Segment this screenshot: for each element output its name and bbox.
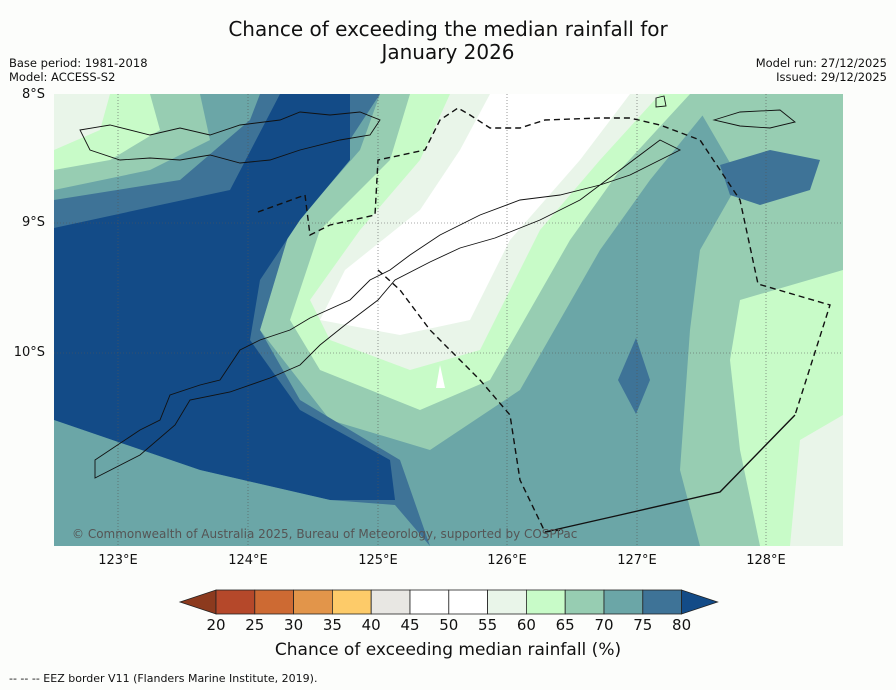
colorbar-tick-30: 30 bbox=[284, 616, 304, 634]
lat-label-9: 9°S bbox=[21, 215, 45, 230]
base-period: Base period: 1981-2018 bbox=[9, 56, 148, 70]
colorbar-tick-40: 40 bbox=[361, 616, 381, 634]
colorbar-segment-35-40 bbox=[331, 589, 372, 615]
lat-label-8: 8°S bbox=[21, 87, 45, 102]
colorbar-segment-55-60 bbox=[487, 589, 527, 615]
colorbar-arrow-low bbox=[178, 589, 217, 615]
coastline-small-island bbox=[655, 95, 667, 108]
lon-label-127: 127°E bbox=[617, 553, 657, 568]
colorbar-segment-40-45 bbox=[370, 589, 411, 615]
title-line-1: Chance of exceeding the median rainfall … bbox=[228, 17, 668, 41]
colorbar-tick-70: 70 bbox=[594, 616, 614, 634]
copyright-notice: © Commonwealth of Australia 2025, Bureau… bbox=[72, 527, 578, 541]
contour-band-50-55 bbox=[320, 94, 630, 335]
eez-border bbox=[257, 107, 831, 533]
colorbar-tick-50: 50 bbox=[439, 616, 459, 634]
lat-label-10: 10°S bbox=[13, 345, 45, 360]
lon-label-126: 126°E bbox=[487, 553, 527, 568]
colorbar-segment-60-65 bbox=[526, 589, 566, 615]
coastline-wetar-east bbox=[712, 109, 796, 129]
contour-band-50-55-spot bbox=[436, 365, 445, 388]
contour-band-75-80-center bbox=[618, 338, 650, 414]
colorbar-segment-65-70 bbox=[564, 589, 605, 615]
contour-band-70-75-south bbox=[54, 420, 430, 546]
colorbar-tick-55: 55 bbox=[478, 616, 498, 634]
colorbar-tick-45: 45 bbox=[400, 616, 420, 634]
colorbar-segment-45-50 bbox=[409, 589, 450, 615]
colorbar-segment-75-80 bbox=[642, 589, 682, 615]
lon-label-125: 125°E bbox=[358, 553, 398, 568]
coastlines bbox=[79, 95, 796, 479]
coastline-north-islands bbox=[79, 111, 381, 164]
meta-left: Base period: 1981-2018 Model: ACCESS-S2 bbox=[9, 56, 148, 84]
colorbar-tick-75: 75 bbox=[633, 616, 653, 634]
issued-date: Issued: 29/12/2025 bbox=[776, 70, 887, 84]
colorbar-segment-50-55 bbox=[448, 589, 488, 615]
contour-band-55-60-east bbox=[790, 415, 843, 546]
colorbar-segment-30-35 bbox=[293, 589, 333, 615]
coastline-timor bbox=[94, 139, 682, 479]
title-line-2: January 2026 bbox=[381, 40, 515, 64]
contour-band-above-80 bbox=[54, 94, 395, 500]
colorbar-tick-35: 35 bbox=[322, 616, 342, 634]
colorbar-tick-65: 65 bbox=[555, 616, 575, 634]
model-run: Model run: 27/12/2025 bbox=[755, 56, 887, 70]
lon-label-123: 123°E bbox=[98, 553, 138, 568]
colorbar-tick-20: 20 bbox=[206, 616, 226, 634]
contour-band-55-60-nw bbox=[54, 94, 110, 150]
eez-footnote: -- -- -- EEZ border V11 (Flanders Marine… bbox=[9, 672, 318, 685]
lon-label-128: 128°E bbox=[746, 553, 786, 568]
model-name: Model: ACCESS-S2 bbox=[9, 70, 116, 84]
lon-label-124: 124°E bbox=[228, 553, 268, 568]
colorbar bbox=[178, 589, 719, 615]
colorbar-segment-20-25 bbox=[215, 589, 256, 615]
map-title: Chance of exceeding the median rainfall … bbox=[0, 18, 896, 64]
gridlines bbox=[54, 94, 843, 546]
colorbar-title: Chance of exceeding median rainfall (%) bbox=[274, 640, 622, 660]
land-border bbox=[544, 414, 796, 533]
colorbar-tick-60: 60 bbox=[516, 616, 536, 634]
colorbar-segment-25-30 bbox=[254, 589, 295, 615]
meta-right: Model run: 27/12/2025 Issued: 29/12/2025 bbox=[756, 56, 887, 84]
contour-band-75-80-east bbox=[720, 150, 820, 205]
colorbar-arrow-high bbox=[681, 589, 719, 615]
colorbar-segment-70-75 bbox=[603, 589, 644, 615]
colorbar-tick-25: 25 bbox=[245, 616, 265, 634]
map-plot-area bbox=[54, 94, 843, 546]
colorbar-tick-80: 80 bbox=[672, 616, 692, 634]
